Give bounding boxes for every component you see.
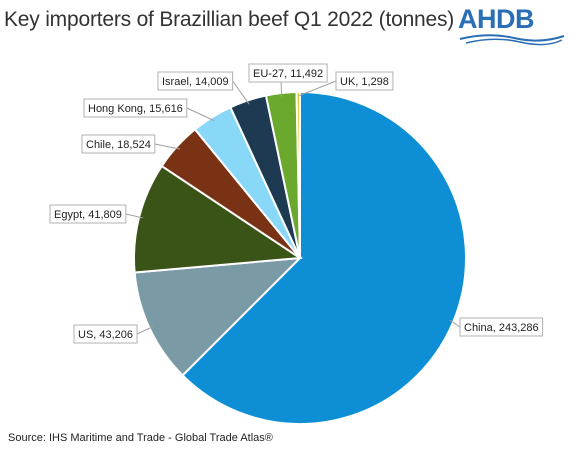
logo-swoosh-icon xyxy=(459,34,565,46)
logo-text: AHDB xyxy=(458,4,535,34)
data-label-egypt: Egypt, 41,809 xyxy=(54,209,122,221)
data-label-uk: UK, 1,298 xyxy=(340,76,389,88)
data-label-hong-kong: Hong Kong, 15,616 xyxy=(88,103,183,115)
pie-slice-uk xyxy=(295,90,301,259)
leader-line xyxy=(232,80,250,105)
pie-slice-china xyxy=(181,90,467,425)
data-label-box xyxy=(81,134,156,154)
data-label-box xyxy=(83,98,188,118)
data-label-chile: Chile, 18,524 xyxy=(86,139,151,151)
chart-title: Key importers of Brazillian beef Q1 2022… xyxy=(4,8,455,31)
data-label-box xyxy=(49,204,127,224)
pie-slices xyxy=(133,90,467,425)
data-label-box xyxy=(335,71,394,91)
ahdb-logo: AHDB xyxy=(458,4,566,46)
data-label-box xyxy=(73,324,138,344)
leader-line xyxy=(125,213,144,219)
data-label-us: US, 43,206 xyxy=(78,329,133,341)
leader-line xyxy=(154,143,181,150)
pie-labels: China, 243,286 US, 43,206 Egypt, 41,809 Chi… xyxy=(49,63,544,344)
leader-line xyxy=(136,326,154,335)
source-note: Source: IHS Maritime and Trade - Global … xyxy=(8,432,273,444)
data-label-eu-27: EU-27, 11,492 xyxy=(253,68,323,80)
data-label-box xyxy=(248,63,328,83)
data-label-china: China, 243,286 xyxy=(464,322,539,334)
data-label-israel: Israel, 14,009 xyxy=(162,76,229,88)
data-label-box xyxy=(459,317,544,337)
leader-line xyxy=(186,107,215,122)
leader-line xyxy=(298,80,337,97)
data-label-box xyxy=(157,71,234,91)
leader-line xyxy=(449,319,461,328)
